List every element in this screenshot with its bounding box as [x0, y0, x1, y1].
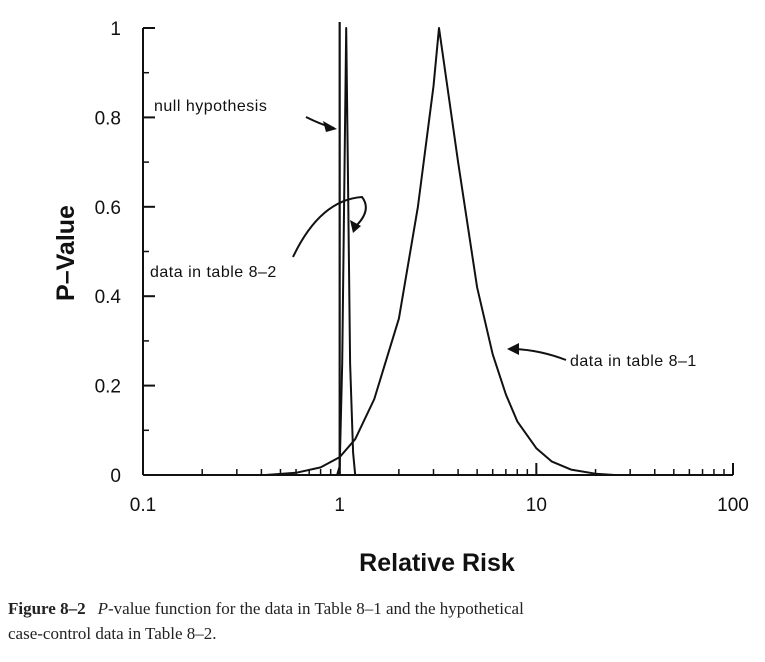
y-tick-label: 0.4 [95, 287, 122, 308]
arrow-table-8-1 [513, 348, 567, 361]
x-tick-label: 0.1 [130, 495, 156, 516]
caption-line-2: case-control data in Table 8–2. [8, 624, 217, 643]
annotation-null-hypothesis: null hypothesis [154, 98, 267, 115]
annotation-table-8-2: data in table 8–2 [150, 264, 277, 281]
series-lines [265, 22, 615, 476]
y-tick-label: 0.6 [95, 198, 121, 219]
axes: 0 0.2 0.4 0.6 0.8 1 0.1 1 10 100 [95, 19, 749, 516]
annotations: null hypothesis data in table 8–2 data in … [150, 98, 697, 370]
figure-caption: Figure 8–2 P-value function for the data … [8, 596, 748, 646]
arrowhead-table-8-1 [507, 343, 519, 355]
series-line-1 [265, 27, 615, 476]
arrow-table-8-2 [292, 195, 367, 258]
x-tick-label: 10 [526, 495, 547, 516]
p-value-function-chart: 0 0.2 0.4 0.6 0.8 1 0.1 1 10 100 null hypothesis d… [52, 19, 749, 577]
y-tick-label: 0 [110, 466, 121, 487]
caption-line-1: -value function for the data in Table 8–… [108, 599, 524, 618]
x-tick-label: 100 [717, 495, 749, 516]
y-tick-label: 0.2 [95, 377, 121, 398]
figure-label: Figure 8–2 [8, 599, 86, 618]
arrowhead-null-hypothesis [323, 121, 337, 132]
y-tick-label: 0.8 [95, 108, 121, 129]
y-axis-title: P–Value [52, 205, 80, 301]
x-tick-label: 1 [334, 495, 345, 516]
caption-italic-p: P [97, 599, 108, 618]
series-line-2 [336, 27, 357, 476]
x-axis-title: Relative Risk [359, 549, 515, 577]
annotation-table-8-1: data in table 8–1 [570, 353, 697, 370]
y-tick-label: 1 [110, 19, 121, 40]
arrowhead-table-8-2 [350, 220, 361, 233]
